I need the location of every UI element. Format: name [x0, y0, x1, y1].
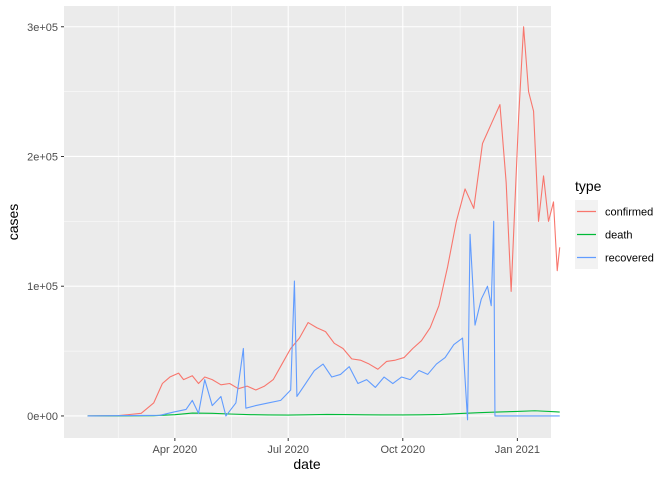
y-tick-label: 2e+05: [27, 151, 58, 163]
x-axis: Apr 2020 Jul 2020 Oct 2020 Jan 2021: [153, 438, 540, 456]
series-line-confirmed: [87, 26, 561, 417]
series-lines: [87, 26, 561, 421]
y-axis-title: cases: [5, 204, 21, 241]
y-tick-label: 0e+00: [27, 411, 58, 423]
x-tick-label: Oct 2020: [380, 444, 425, 456]
x-tick-label: Apr 2020: [153, 444, 198, 456]
series-line-death: [87, 410, 560, 417]
plot-panel: [64, 6, 551, 438]
y-axis: 0e+00 1e+05 2e+05 3e+05: [27, 22, 64, 423]
x-axis-title: date: [293, 456, 320, 472]
y-tick-label: 1e+05: [27, 281, 58, 293]
series-line-recovered: [87, 220, 560, 421]
legend-items: confirmed death recovered: [575, 200, 654, 269]
legend-title: type: [575, 178, 602, 194]
legend-label-death: death: [605, 230, 633, 242]
x-tick-label: Jan 2021: [495, 444, 540, 456]
legend: type confirmed death recovered: [575, 178, 654, 269]
legend-label-recovered: recovered: [605, 253, 654, 265]
legend-label-confirmed: confirmed: [605, 207, 653, 219]
x-tick-label: Jul 2020: [267, 444, 309, 456]
y-tick-label: 3e+05: [27, 22, 58, 34]
minor-gridlines: [64, 6, 551, 438]
